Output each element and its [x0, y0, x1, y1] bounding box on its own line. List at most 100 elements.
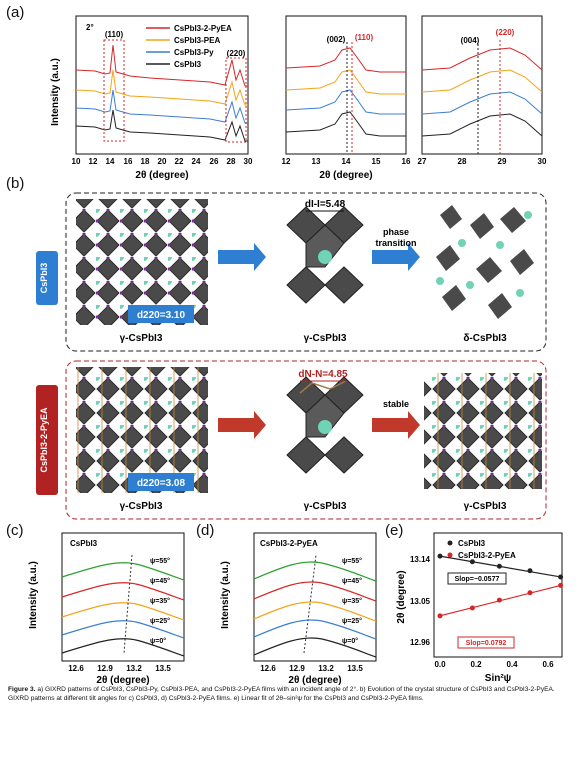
data-point-1-0 — [437, 613, 443, 619]
legend-e-cspbi3-marker — [447, 540, 453, 546]
annotation-slope-2-box — [457, 636, 515, 649]
svg-text:13: 13 — [312, 157, 321, 166]
panel-a-ticks-mid: 12 13 14 15 16 — [282, 157, 411, 166]
spectrum-pea-left — [75, 69, 248, 106]
spectrum-py-left — [75, 89, 248, 124]
top-label-1: γ-CsPbI3 — [120, 333, 163, 344]
svg-text:12.9: 12.9 — [289, 664, 305, 673]
panel-e-ylabel: 2θ (degree) — [396, 570, 407, 623]
panel-e-chart: 2θ (degree) 12.96 13.05 13.14 0.0 0.2 0.… — [396, 532, 564, 684]
svg-text:28: 28 — [458, 157, 467, 166]
bottom-structure-2 — [286, 376, 364, 474]
panel-c-xlabel: 2θ (degree) — [96, 675, 149, 685]
panel-a-left-spectra — [75, 44, 248, 142]
svg-text:13.14: 13.14 — [410, 555, 431, 564]
panel-e-xticks: 0.0 0.2 0.4 0.6 — [434, 660, 554, 669]
bottom-structure-3 — [424, 373, 542, 489]
figure-caption: Figure 3. a) GIXRD patterns of CsPbI3, C… — [8, 686, 574, 703]
annotation-slope-1: Slop=−0.0577 — [455, 576, 500, 583]
data-point-0-3 — [527, 568, 533, 574]
svg-text:14: 14 — [106, 157, 115, 166]
arrow1-text-top: phase — [383, 227, 409, 237]
panel-c-ylabel: Intensity (a.u.) — [28, 561, 39, 629]
svg-text:27: 27 — [418, 157, 427, 166]
svg-text:13.5: 13.5 — [347, 664, 363, 673]
svg-text:20: 20 — [158, 157, 167, 166]
panel-d-xlabel: 2θ (degree) — [288, 675, 341, 685]
panel-a-frame-left — [75, 15, 249, 155]
data-point-1-2 — [496, 597, 502, 603]
panel-d-frame — [253, 532, 377, 662]
top-label-3: δ-CsPbI3 — [463, 333, 507, 344]
data-point-0-2 — [496, 563, 502, 569]
panel-e-xlabel: Sin²ψ — [485, 673, 511, 684]
legend-py: CsPbI3-Py — [174, 48, 214, 57]
spectrum-cspbi3-left — [75, 109, 248, 142]
svg-text:12.6: 12.6 — [68, 664, 84, 673]
data-point-0-0 — [437, 553, 443, 559]
top-arrow-1 — [218, 243, 266, 271]
legend-pyea: CsPbI3-2-PyEA — [174, 24, 232, 33]
top-d220-label: d220=3.10 — [137, 310, 186, 321]
panel-b-top-box — [65, 192, 547, 352]
panel-label-b: (b) — [6, 175, 25, 192]
peak-label-110-mid: (110) — [355, 33, 374, 42]
panel-a-ticks-left: 10 12 14 16 18 20 22 24 26 28 30 — [72, 157, 253, 166]
svg-text:0.2: 0.2 — [470, 660, 482, 669]
data-point-1-3 — [527, 590, 533, 596]
panel-e-frame — [433, 532, 563, 658]
spectrum-pyea-left — [75, 44, 248, 87]
panel-a-ylabel: Intensity (a.u.) — [50, 58, 61, 126]
bottom-arrow-2 — [372, 411, 420, 439]
svg-text:29: 29 — [498, 157, 507, 166]
top-structure-1 — [76, 199, 208, 325]
svg-text:ψ=35°: ψ=35° — [342, 597, 362, 605]
svg-text:10: 10 — [72, 157, 81, 166]
top-structure-3 — [436, 205, 534, 319]
peak-label-220: (220) — [227, 49, 246, 58]
data-point-1-4 — [558, 582, 564, 588]
panel-label-e: (e) — [385, 522, 404, 539]
bottom-arrow-1 — [218, 411, 266, 439]
top-d220-box — [128, 305, 194, 323]
bottom-structure-1 — [76, 367, 208, 493]
svg-text:26: 26 — [210, 157, 219, 166]
bottom-d220-box — [128, 473, 194, 491]
svg-text:13.2: 13.2 — [126, 664, 142, 673]
svg-text:ψ=55°: ψ=55° — [150, 557, 170, 565]
panel-d-chart: Intensity (a.u.) CsPbI3-2-PyEA ψ=55° ψ=4… — [220, 532, 377, 685]
legend-e-pyea: CsPbI3-2-PyEA — [458, 551, 516, 560]
bottom-label-3: γ-CsPbI3 — [464, 501, 507, 512]
panel-a-legend: CsPbI3-2-PyEA CsPbI3-PEA CsPbI3-Py CsPbI… — [146, 24, 232, 69]
panel-a-ticks-right: 27 28 29 30 — [418, 157, 547, 166]
panel-d-title: CsPbI3-2-PyEA — [260, 539, 318, 548]
panel-c-title: CsPbI3 — [70, 539, 98, 548]
svg-text:22: 22 — [175, 157, 184, 166]
panel-b-bottom-side-label: CsPbI3-2-PyEA — [39, 407, 49, 473]
annotation-slope-1-box — [447, 572, 507, 585]
incident-angle-label: 2° — [86, 23, 94, 32]
panel-d-ylabel: Intensity (a.u.) — [220, 561, 231, 629]
panel-c-psi-labels: ψ=55° ψ=45° ψ=35° ψ=25° ψ=0° — [150, 557, 170, 645]
panel-b-top-side-label: CsPbI3 — [39, 263, 49, 294]
peak-box-110 — [103, 39, 125, 142]
annotation-slope-2: Slop=0.0792 — [466, 640, 507, 647]
panel-a-xlabel-mid: 2θ (degree) — [319, 170, 372, 181]
svg-text:16: 16 — [124, 157, 133, 166]
svg-text:15: 15 — [372, 157, 381, 166]
panel-label-c: (c) — [6, 522, 24, 539]
panel-d-psi-labels: ψ=55° ψ=45° ψ=35° ψ=25° ψ=0° — [342, 557, 362, 645]
svg-text:28: 28 — [227, 157, 236, 166]
svg-text:ψ=0°: ψ=0° — [342, 637, 358, 645]
svg-text:16: 16 — [402, 157, 411, 166]
peak-label-002: (002) — [327, 35, 346, 44]
svg-text:14: 14 — [342, 157, 351, 166]
panel-c-chart: Intensity (a.u.) CsPbI3 ψ=55° ψ=45° ψ=35… — [28, 532, 185, 685]
svg-text:ψ=45°: ψ=45° — [342, 577, 362, 585]
data-point-0-4 — [558, 574, 564, 580]
peak-box-220 — [225, 57, 247, 143]
svg-text:ψ=25°: ψ=25° — [150, 617, 170, 625]
legend-cspbi3: CsPbI3 — [174, 60, 202, 69]
svg-text:12.9: 12.9 — [97, 664, 113, 673]
legend-e-cspbi3: CsPbI3 — [458, 539, 486, 548]
